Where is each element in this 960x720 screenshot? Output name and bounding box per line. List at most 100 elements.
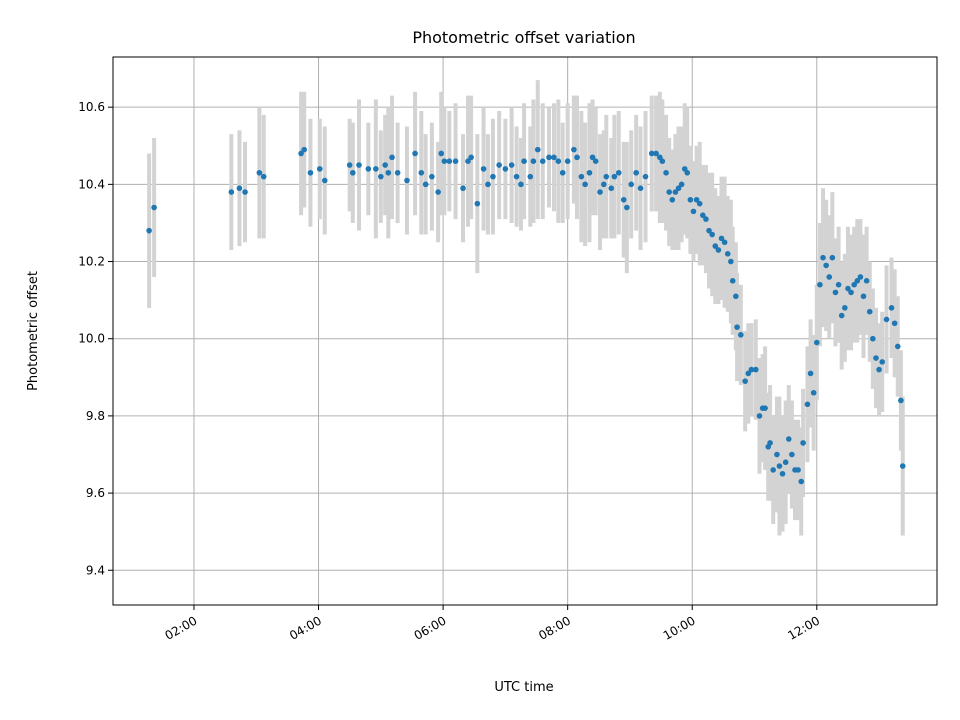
data-point: [734, 324, 740, 330]
data-point: [642, 173, 649, 180]
data-point: [382, 162, 388, 168]
data-point: [600, 181, 607, 188]
data-point: [236, 185, 243, 192]
data-point: [438, 150, 445, 157]
data-point: [574, 154, 580, 161]
data-point: [496, 162, 502, 168]
data-point: [480, 166, 487, 172]
data-point: [615, 169, 622, 176]
data-point: [891, 320, 898, 327]
data-point: [745, 370, 752, 377]
data-point: [578, 173, 585, 180]
data-point: [873, 355, 879, 361]
data-point: [770, 467, 776, 473]
data-point: [820, 254, 826, 261]
data-point: [690, 208, 697, 215]
data-point: [298, 150, 304, 157]
data-point: [307, 169, 314, 176]
data-point: [460, 185, 466, 192]
data-point: [373, 166, 379, 172]
data-point: [823, 262, 829, 269]
data-point: [785, 436, 792, 442]
data-point: [349, 169, 356, 176]
data-point: [663, 169, 669, 176]
data-point: [863, 278, 870, 284]
data-point: [752, 366, 759, 373]
data-point: [738, 332, 744, 338]
data-point: [715, 247, 722, 253]
data-point: [539, 158, 546, 164]
data-point: [256, 169, 263, 176]
data-point: [441, 158, 448, 164]
data-point: [446, 158, 453, 164]
data-point: [508, 162, 515, 168]
data-point: [817, 281, 823, 288]
data-point: [592, 158, 599, 164]
data-point: [422, 181, 429, 188]
data-point: [709, 231, 715, 238]
data-point: [774, 451, 780, 458]
data-point: [404, 177, 410, 184]
data-point: [832, 289, 839, 296]
data-point: [485, 181, 491, 188]
data-point: [767, 440, 773, 446]
data-point: [316, 166, 323, 172]
data-point: [571, 146, 577, 153]
data-point: [721, 239, 728, 246]
data-point: [620, 196, 627, 203]
x-axis-label: UTC time: [494, 680, 553, 695]
data-point: [502, 166, 509, 172]
data-point: [624, 204, 630, 211]
y-tick-label: 9.4: [86, 563, 105, 577]
data-point: [429, 173, 435, 180]
data-point: [527, 173, 534, 180]
data-point: [706, 227, 712, 234]
data-point: [603, 173, 610, 180]
data-point: [838, 312, 845, 319]
data-point: [534, 146, 541, 153]
data-point: [678, 181, 685, 188]
data-point: [800, 440, 806, 446]
data-point: [693, 196, 700, 203]
data-point: [555, 158, 562, 164]
data-point: [860, 293, 867, 300]
data-point: [151, 204, 157, 211]
data-point: [666, 189, 672, 195]
data-point: [854, 278, 861, 284]
data-point: [724, 251, 731, 257]
data-point: [530, 158, 537, 164]
data-point: [589, 154, 596, 161]
data-point: [762, 405, 768, 411]
data-point: [876, 366, 882, 373]
data-point: [301, 146, 308, 153]
data-point: [776, 463, 783, 469]
data-point: [804, 401, 811, 408]
data-point: [756, 413, 763, 419]
plot-frame: [112, 56, 938, 606]
data-point: [146, 227, 152, 234]
data-point: [378, 173, 384, 180]
data-point: [866, 308, 873, 315]
data-point: [365, 166, 372, 172]
data-point: [559, 169, 566, 176]
data-point: [452, 158, 459, 164]
data-point: [356, 162, 362, 168]
data-point: [669, 196, 676, 203]
data-point: [260, 173, 267, 180]
data-point: [733, 293, 739, 300]
data-point: [465, 158, 471, 164]
data-point: [789, 451, 795, 458]
data-point: [394, 169, 401, 176]
data-point: [845, 285, 851, 292]
data-point: [582, 181, 588, 188]
data-point: [798, 478, 805, 485]
y-tick-label: 9.6: [86, 486, 105, 500]
data-point: [653, 150, 659, 157]
data-point: [412, 150, 418, 157]
data-point: [813, 339, 820, 346]
data-point: [748, 366, 755, 373]
data-point: [551, 154, 557, 161]
data-point: [742, 378, 748, 384]
data-point: [700, 212, 706, 219]
